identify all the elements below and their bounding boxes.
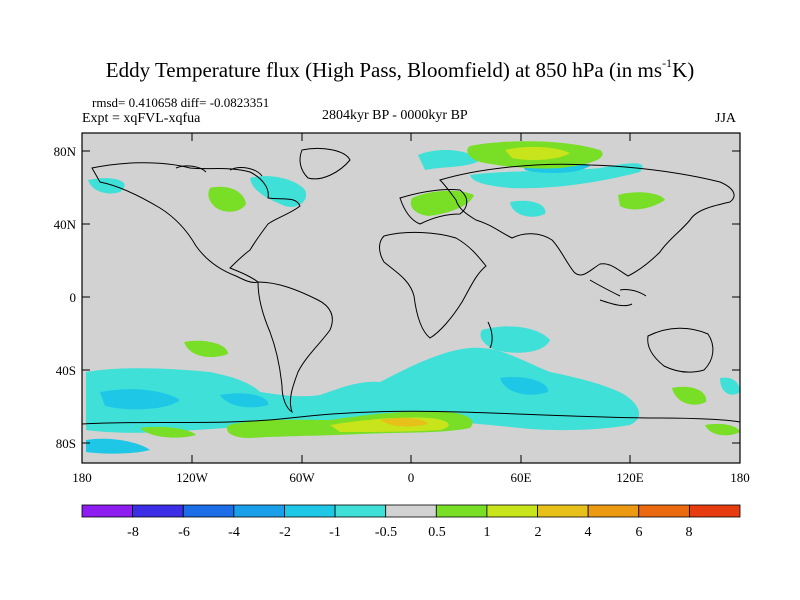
colorbar-swatch [486,504,538,518]
colorbar-swatch [284,504,336,518]
colorbar-swatch [537,504,589,518]
colorbar-swatch [587,504,640,518]
lon-label-120w: 120W [176,470,209,485]
colorbar-swatch [638,504,690,518]
colorbar-swatch [233,504,285,518]
longitude-axis [81,133,741,463]
colorbar-swatch [81,504,134,518]
colorbar-label: 4 [585,525,592,540]
lon-label-180e: 180 [730,470,750,485]
coastlines [81,147,741,425]
colorbar-label: 2 [535,525,542,540]
lat-label-40s: 40S [56,363,76,378]
colorbar-label: 8 [686,525,693,540]
colorbar-label: 1 [484,525,491,540]
lon-label-120e: 120E [616,470,644,485]
experiment-label: Expt = xqFVL-xqfua [82,111,201,126]
lon-label-60e: 60E [511,470,532,485]
colorbar-label: 0.5 [428,525,446,540]
lat-label-80n: 80N [54,144,77,159]
title-end: K) [672,58,695,82]
colorbar [81,504,741,518]
latitude-axis [82,150,740,444]
colorbar-swatch [688,504,741,518]
stats-line: rmsd= 0.410658 diff= -0.0823351 [92,95,270,110]
map-title: Eddy Temperature flux (High Pass, Bloomf… [0,56,800,83]
title-main: Eddy Temperature flux (High Pass, Bloomf… [105,58,663,82]
colorbar-label: -0.5 [375,525,397,540]
colorbar-labels: -8 -6 -4 -2 -1 -0.5 0.5 1 2 4 6 8 [127,525,692,540]
colorbar-swatch [385,504,437,518]
latitude-labels: 80N 40N 0 40S 80S [54,144,77,451]
negative-anomaly-regions [86,149,740,433]
lon-label-60w: 60W [289,470,315,485]
colorbar-label: 6 [636,525,643,540]
colorbar-label: -4 [228,525,240,540]
lat-label-40n: 40N [54,217,77,232]
colorbar-swatch [334,504,387,518]
colorbar-swatch [132,504,184,518]
lon-label-180w: 180 [72,470,92,485]
lat-label-0: 0 [70,290,77,305]
colorbar-label: -1 [329,525,341,540]
period-label: 2804kyr BP - 0000kyr BP [322,108,468,123]
colorbar-label: -2 [279,525,291,540]
colorbar-label: -8 [127,525,139,540]
title-superscript: -1 [662,56,673,70]
season-label: JJA [715,111,737,126]
colorbar-swatch [435,504,488,518]
positive-anomaly-regions [140,141,740,438]
lat-label-80s: 80S [56,436,76,451]
lon-label-0: 0 [408,470,415,485]
longitude-labels: 180 120W 60W 0 60E 120E 180 [72,470,750,485]
colorbar-swatch [182,504,235,518]
colorbar-label: -6 [178,525,190,540]
